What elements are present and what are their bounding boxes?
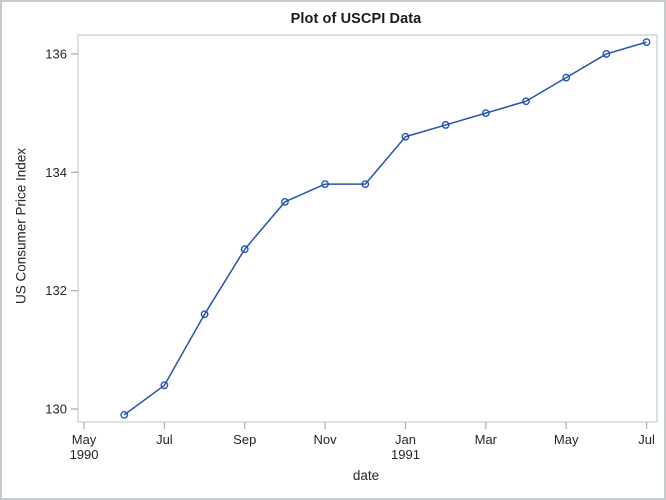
data-point-marker — [522, 97, 530, 106]
plot-frame — [77, 34, 658, 423]
data-point-marker — [281, 197, 289, 206]
x-tick-label: Jan — [395, 432, 416, 447]
data-point-marker — [321, 180, 330, 189]
x-tick-sublabel: 1991 — [391, 447, 420, 462]
x-tick-label: Mar — [475, 432, 498, 447]
y-tick-label: 132 — [45, 283, 67, 298]
x-tick-label: Nov — [314, 432, 338, 447]
data-point-marker — [361, 180, 370, 189]
x-tick-label: May — [554, 432, 579, 447]
data-point-marker — [481, 109, 490, 118]
y-tick-label: 136 — [45, 46, 67, 61]
y-tick-label: 130 — [45, 401, 67, 416]
x-tick-label: Sep — [233, 432, 256, 447]
y-tick-label: 134 — [45, 165, 67, 180]
data-point-marker — [160, 381, 169, 390]
data-point-marker — [120, 410, 129, 419]
data-point-marker — [562, 73, 571, 82]
x-tick-label: May — [72, 432, 97, 447]
data-point-marker — [602, 50, 611, 58]
data-line — [123, 41, 647, 416]
x-axis-title: date — [352, 468, 380, 483]
chart-title: Plot of USCPI Data — [290, 11, 422, 27]
x-tick-label: Jul — [156, 432, 173, 447]
x-tick-sublabel: 1990 — [70, 447, 99, 462]
x-tick-label: Jul — [638, 432, 655, 447]
data-point-marker — [642, 38, 651, 47]
y-axis-title: US Consumer Price Index — [13, 147, 29, 305]
data-point-marker — [200, 310, 209, 319]
data-point-marker — [401, 132, 410, 141]
data-point-marker — [441, 121, 450, 129]
data-point-marker — [240, 245, 249, 254]
